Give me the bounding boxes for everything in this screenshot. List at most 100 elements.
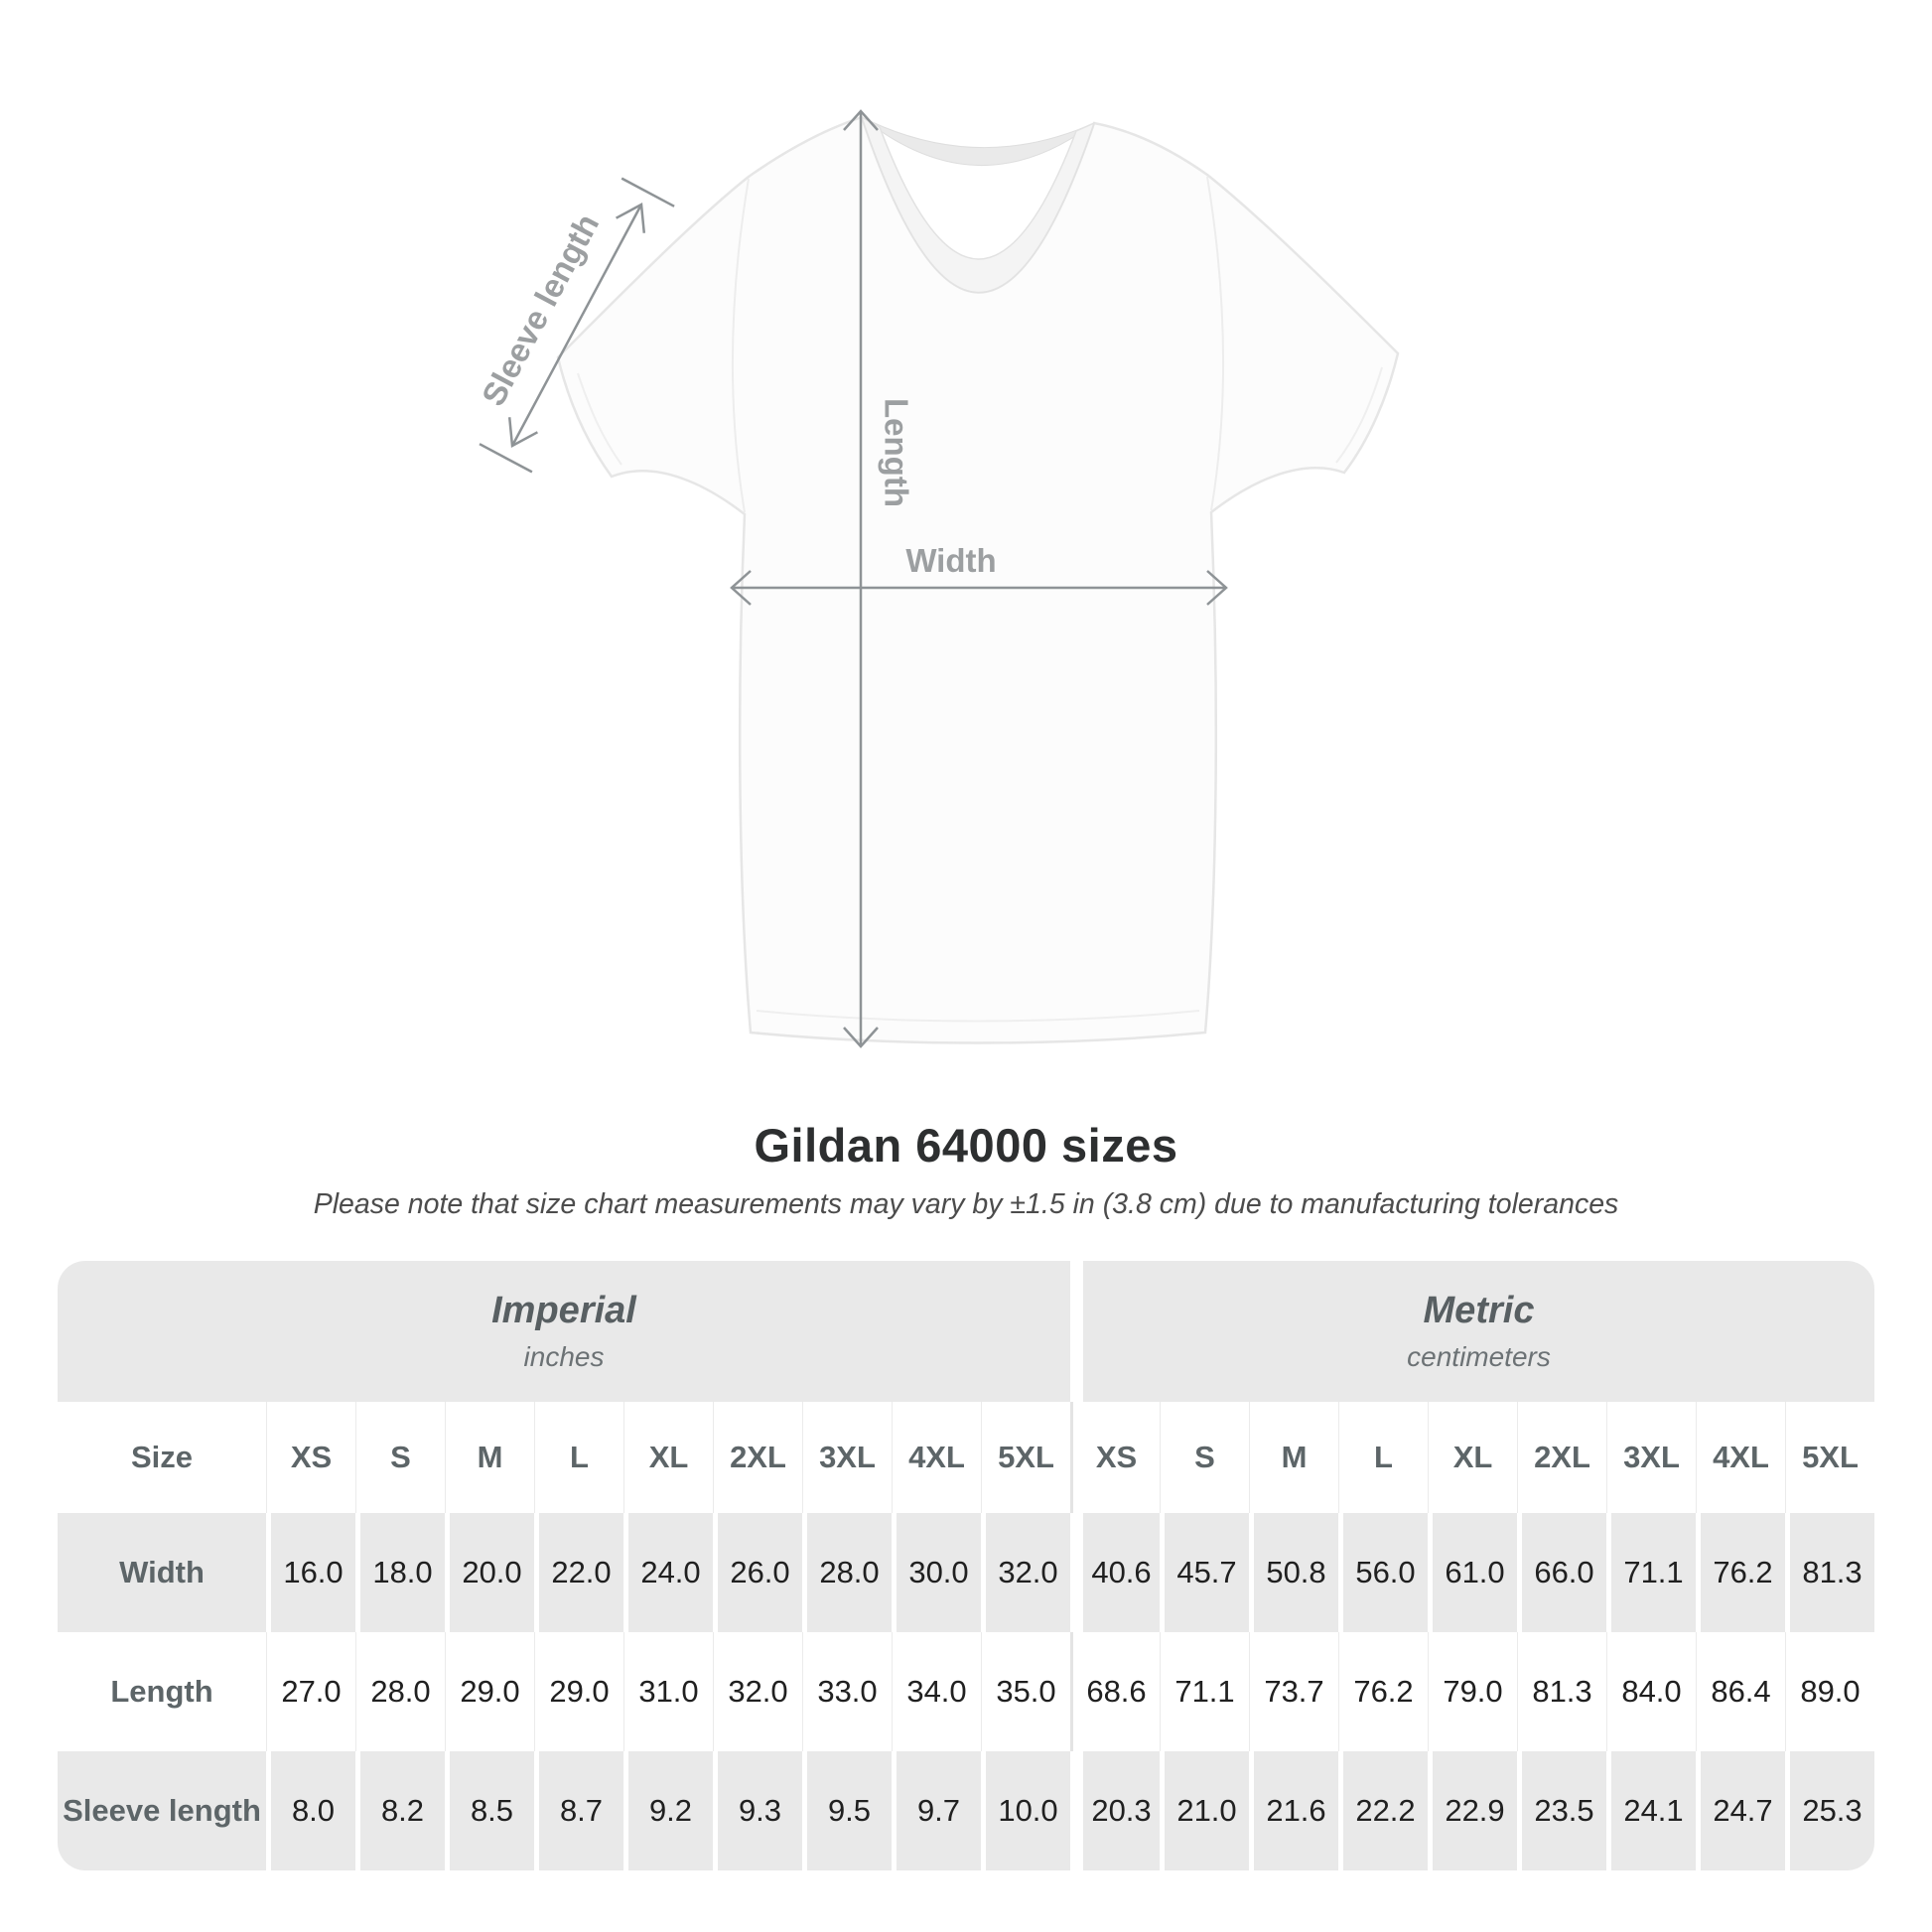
right-sleeve-seam bbox=[1206, 176, 1225, 511]
width-value: 56.0 bbox=[1338, 1513, 1428, 1632]
length-value: 28.0 bbox=[355, 1632, 445, 1751]
width-label: Width bbox=[905, 542, 996, 579]
sleeve-length-value: 10.0 bbox=[981, 1751, 1070, 1870]
width-value: 66.0 bbox=[1517, 1513, 1606, 1632]
sleeve-length-value: 8.7 bbox=[534, 1751, 623, 1870]
row-label-width: Width bbox=[58, 1513, 266, 1632]
length-value: 81.3 bbox=[1517, 1632, 1606, 1751]
size-header: 4XL bbox=[1696, 1402, 1785, 1513]
size-header-row: Size XS S M L XL 2XL 3XL 4XL 5XL XS S M … bbox=[58, 1402, 1874, 1513]
size-header: 2XL bbox=[713, 1402, 802, 1513]
left-cuff-stitch bbox=[577, 372, 622, 466]
sleeve-length-value: 24.1 bbox=[1606, 1751, 1696, 1870]
length-value: 29.0 bbox=[445, 1632, 534, 1751]
sleeve-length-value: 8.2 bbox=[355, 1751, 445, 1870]
width-row: Width 16.0 18.0 20.0 22.0 24.0 26.0 28.0… bbox=[58, 1513, 1874, 1632]
sleeve-length-value: 21.6 bbox=[1249, 1751, 1338, 1870]
size-header: S bbox=[355, 1402, 445, 1513]
width-value: 30.0 bbox=[892, 1513, 981, 1632]
sleeve-length-arrow bbox=[479, 177, 675, 474]
imperial-unit: inches bbox=[523, 1341, 605, 1372]
length-value: 31.0 bbox=[623, 1632, 713, 1751]
size-header: 4XL bbox=[892, 1402, 981, 1513]
size-header: 2XL bbox=[1517, 1402, 1606, 1513]
hem-stitch bbox=[756, 1010, 1200, 1023]
sleeve-length-value: 22.2 bbox=[1338, 1751, 1428, 1870]
row-label-sleeve-length: Sleeve length bbox=[58, 1751, 266, 1870]
size-header: XS bbox=[1070, 1402, 1160, 1513]
tshirt-body bbox=[556, 115, 1400, 1044]
length-label: Length bbox=[879, 398, 915, 507]
size-header: XL bbox=[1428, 1402, 1517, 1513]
width-value: 40.6 bbox=[1070, 1513, 1160, 1632]
metric-band: Metric centimeters bbox=[1070, 1261, 1874, 1402]
width-value: 22.0 bbox=[534, 1513, 623, 1632]
metric-unit: centimeters bbox=[1407, 1341, 1551, 1372]
size-header: L bbox=[1338, 1402, 1428, 1513]
size-header: 5XL bbox=[1785, 1402, 1874, 1513]
right-cuff-stitch bbox=[1335, 366, 1383, 464]
width-value: 61.0 bbox=[1428, 1513, 1517, 1632]
sleeve-length-value: 8.0 bbox=[266, 1751, 355, 1870]
width-value: 71.1 bbox=[1606, 1513, 1696, 1632]
sleeve-length-value: 23.5 bbox=[1517, 1751, 1606, 1870]
length-value: 86.4 bbox=[1696, 1632, 1785, 1751]
sleeve-length-value: 20.3 bbox=[1070, 1751, 1160, 1870]
width-value: 18.0 bbox=[355, 1513, 445, 1632]
sleeve-length-value: 9.3 bbox=[713, 1751, 802, 1870]
sleeve-length-value: 9.2 bbox=[623, 1751, 713, 1870]
width-arrow bbox=[730, 570, 1228, 606]
sleeve-length-value: 24.7 bbox=[1696, 1751, 1785, 1870]
size-header: M bbox=[445, 1402, 534, 1513]
width-value: 32.0 bbox=[981, 1513, 1070, 1632]
title-block: Gildan 64000 sizes Please note that size… bbox=[0, 1118, 1932, 1221]
collar-band bbox=[860, 115, 1096, 294]
length-value: 89.0 bbox=[1785, 1632, 1874, 1751]
size-table-wrap: Imperial inches Metric centimeters Size … bbox=[58, 1261, 1874, 1870]
collar-back bbox=[861, 116, 1095, 167]
length-value: 33.0 bbox=[802, 1632, 892, 1751]
width-value: 50.8 bbox=[1249, 1513, 1338, 1632]
width-value: 16.0 bbox=[266, 1513, 355, 1632]
sleeve-length-value: 22.9 bbox=[1428, 1751, 1517, 1870]
size-table: Imperial inches Metric centimeters Size … bbox=[58, 1261, 1874, 1870]
width-value: 28.0 bbox=[802, 1513, 892, 1632]
row-label-length: Length bbox=[58, 1632, 266, 1751]
length-row: Length 27.0 28.0 29.0 29.0 31.0 32.0 33.… bbox=[58, 1632, 1874, 1751]
width-value: 76.2 bbox=[1696, 1513, 1785, 1632]
unit-band-row: Imperial inches Metric centimeters bbox=[58, 1261, 1874, 1402]
length-arrow bbox=[843, 109, 879, 1048]
width-value: 24.0 bbox=[623, 1513, 713, 1632]
length-value: 79.0 bbox=[1428, 1632, 1517, 1751]
length-value: 34.0 bbox=[892, 1632, 981, 1751]
left-sleeve-seam bbox=[731, 178, 750, 513]
width-value: 81.3 bbox=[1785, 1513, 1874, 1632]
metric-label: Metric bbox=[1423, 1290, 1535, 1331]
length-value: 68.6 bbox=[1070, 1632, 1160, 1751]
sleeve-length-value: 8.5 bbox=[445, 1751, 534, 1870]
length-value: 27.0 bbox=[266, 1632, 355, 1751]
length-value: 76.2 bbox=[1338, 1632, 1428, 1751]
size-column-header: Size bbox=[58, 1402, 266, 1513]
page-title: Gildan 64000 sizes bbox=[754, 1119, 1178, 1172]
page-subtitle: Please note that size chart measurements… bbox=[313, 1188, 1619, 1220]
tshirt-diagram: Sleeve length Length Width bbox=[475, 109, 1400, 1048]
imperial-band: Imperial inches bbox=[58, 1261, 1070, 1402]
size-header: 3XL bbox=[1606, 1402, 1696, 1513]
width-value: 45.7 bbox=[1160, 1513, 1249, 1632]
length-value: 84.0 bbox=[1606, 1632, 1696, 1751]
length-value: 35.0 bbox=[981, 1632, 1070, 1751]
size-header: 3XL bbox=[802, 1402, 892, 1513]
length-value: 73.7 bbox=[1249, 1632, 1338, 1751]
length-value: 32.0 bbox=[713, 1632, 802, 1751]
sleeve-length-row: Sleeve length 8.0 8.2 8.5 8.7 9.2 9.3 9.… bbox=[58, 1751, 1874, 1870]
sleeve-length-value: 9.5 bbox=[802, 1751, 892, 1870]
size-header: 5XL bbox=[981, 1402, 1070, 1513]
width-value: 20.0 bbox=[445, 1513, 534, 1632]
size-header: S bbox=[1160, 1402, 1249, 1513]
sleeve-length-value: 9.7 bbox=[892, 1751, 981, 1870]
size-header: XS bbox=[266, 1402, 355, 1513]
size-header: M bbox=[1249, 1402, 1338, 1513]
imperial-label: Imperial bbox=[491, 1290, 636, 1331]
size-header: L bbox=[534, 1402, 623, 1513]
